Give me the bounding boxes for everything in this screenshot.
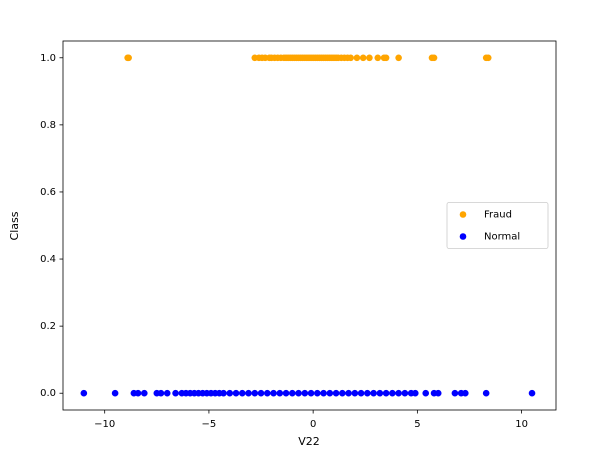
point bbox=[232, 389, 240, 397]
point bbox=[172, 389, 179, 397]
point bbox=[389, 389, 396, 397]
point bbox=[347, 54, 354, 62]
point bbox=[359, 54, 367, 62]
point bbox=[332, 389, 340, 397]
point bbox=[357, 389, 365, 397]
point bbox=[345, 389, 352, 397]
x-tick-label: −10 bbox=[94, 419, 115, 430]
point bbox=[282, 389, 290, 397]
point bbox=[140, 389, 148, 397]
point bbox=[366, 54, 373, 62]
point bbox=[111, 389, 119, 397]
point bbox=[80, 389, 88, 397]
point bbox=[307, 389, 315, 397]
plot-frame bbox=[62, 40, 557, 411]
point bbox=[295, 389, 302, 397]
point bbox=[353, 54, 361, 62]
point bbox=[401, 389, 409, 397]
legend-box bbox=[446, 202, 549, 249]
point bbox=[326, 389, 334, 397]
point bbox=[422, 389, 430, 397]
point bbox=[351, 389, 359, 397]
point bbox=[376, 389, 384, 397]
point bbox=[484, 54, 492, 62]
legend-label: Fraud bbox=[484, 210, 512, 221]
point bbox=[301, 389, 309, 397]
legend-marker bbox=[459, 233, 467, 240]
point bbox=[276, 389, 284, 397]
point bbox=[251, 389, 259, 397]
y-tick-label: 0.8 bbox=[40, 120, 56, 131]
legend-marker bbox=[459, 211, 467, 218]
point bbox=[257, 389, 265, 397]
point bbox=[370, 389, 377, 397]
point bbox=[134, 389, 142, 397]
point bbox=[434, 389, 442, 397]
point bbox=[220, 389, 227, 397]
point bbox=[226, 389, 234, 397]
point bbox=[157, 389, 165, 397]
y-tick-label: 1.0 bbox=[40, 53, 56, 64]
x-tick-label: 10 bbox=[515, 419, 528, 430]
point bbox=[320, 389, 327, 397]
point bbox=[270, 389, 277, 397]
x-tick-label: 5 bbox=[414, 419, 420, 430]
point bbox=[314, 389, 321, 397]
x-tick-label: −5 bbox=[202, 419, 217, 430]
point bbox=[430, 54, 438, 62]
point bbox=[289, 389, 296, 397]
legend-label: Normal bbox=[484, 232, 520, 243]
point bbox=[374, 54, 382, 62]
point bbox=[245, 389, 252, 397]
point bbox=[382, 54, 390, 62]
x-tick-label: 0 bbox=[310, 419, 316, 430]
point bbox=[395, 54, 402, 62]
point bbox=[451, 389, 459, 397]
y-tick-label: 0.4 bbox=[40, 254, 56, 265]
point bbox=[364, 389, 371, 397]
point bbox=[339, 389, 346, 397]
point bbox=[462, 389, 469, 397]
point bbox=[528, 389, 536, 397]
point bbox=[263, 389, 271, 397]
point bbox=[163, 389, 171, 397]
point bbox=[482, 389, 490, 397]
point bbox=[411, 389, 419, 397]
y-tick-label: 0.0 bbox=[40, 388, 56, 399]
point bbox=[382, 389, 390, 397]
y-tick-label: 0.6 bbox=[40, 187, 56, 198]
y-tick-label: 0.2 bbox=[40, 321, 56, 332]
point bbox=[125, 54, 132, 62]
point bbox=[238, 389, 246, 397]
y-axis-label: Class bbox=[8, 211, 21, 240]
x-axis-label: V22 bbox=[298, 435, 320, 448]
point bbox=[395, 389, 402, 397]
